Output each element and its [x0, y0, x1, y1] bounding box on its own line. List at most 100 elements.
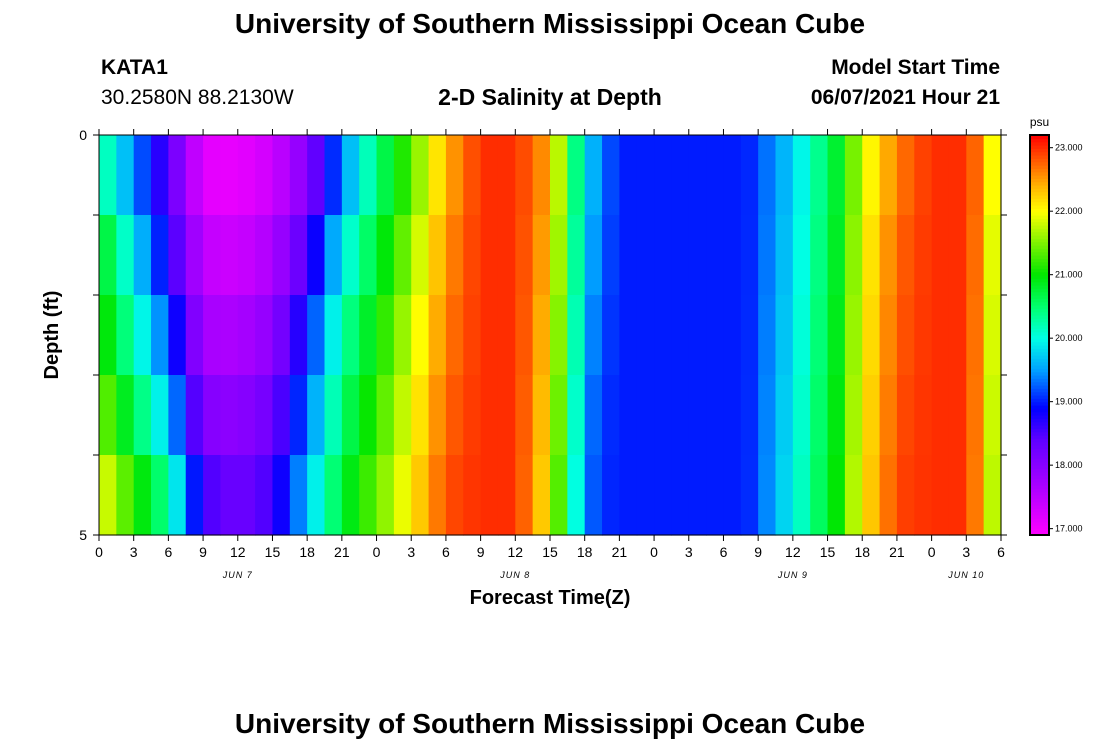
- heatmap-cell: [255, 455, 274, 536]
- heatmap-cell: [792, 215, 811, 296]
- heatmap-cell: [844, 215, 863, 296]
- colorbar-segment: [1030, 278, 1049, 283]
- heatmap-cell: [948, 295, 967, 376]
- heatmap-cell: [827, 215, 846, 296]
- x-tick-label: 0: [95, 544, 103, 560]
- heatmap-cell: [151, 455, 169, 536]
- colorbar-segment: [1030, 491, 1049, 496]
- x-tick-label: 6: [442, 544, 450, 560]
- heatmap-cell: [532, 135, 551, 216]
- colorbar-segment: [1030, 245, 1049, 249]
- heatmap-cell: [896, 215, 915, 296]
- colorbar-segment: [1030, 508, 1049, 513]
- colorbar-segment: [1030, 368, 1049, 373]
- colorbar-segment: [1030, 241, 1049, 246]
- colorbar-segment: [1030, 148, 1049, 153]
- x-tick-label: 15: [820, 544, 836, 560]
- x-tick-label: 9: [477, 544, 485, 560]
- heatmap-cell: [99, 135, 117, 216]
- heatmap-cell: [515, 135, 534, 216]
- heatmap-cell: [706, 455, 725, 536]
- colorbar-segment: [1030, 455, 1049, 459]
- colorbar-segment: [1030, 351, 1049, 356]
- colorbar-segment: [1030, 358, 1049, 363]
- heatmap-cell: [185, 455, 204, 536]
- colorbar-segment: [1030, 261, 1049, 266]
- model-start-value: 06/07/2021 Hour 21: [810, 86, 1000, 109]
- colorbar-segment: [1030, 505, 1049, 509]
- colorbar-segment: [1030, 231, 1049, 236]
- colorbar-segment: [1030, 465, 1049, 469]
- colorbar-tick-label: 17.000: [1055, 524, 1083, 534]
- heatmap-cell: [497, 375, 516, 456]
- heatmap-cell: [688, 135, 707, 216]
- x-tick-label: 0: [928, 544, 936, 560]
- heatmap-cell: [931, 295, 950, 376]
- heatmap-cell: [237, 135, 256, 216]
- heatmap-cell: [515, 295, 534, 376]
- heatmap-cell: [775, 295, 794, 376]
- heatmap-cell: [723, 135, 742, 216]
- colorbar-segment: [1030, 501, 1049, 506]
- x-tick-label: 12: [230, 544, 246, 560]
- colorbar-segment: [1030, 228, 1049, 233]
- heatmap-cell: [584, 295, 603, 376]
- heatmap-cell: [740, 135, 759, 216]
- heatmap-cell: [480, 295, 499, 376]
- colorbar-segment: [1030, 188, 1049, 193]
- heatmap-cell: [584, 215, 603, 296]
- heatmap-cell: [567, 455, 586, 536]
- heatmap-cell: [948, 215, 967, 296]
- heatmap-cell: [116, 135, 135, 216]
- model-start-label: Model Start Time: [831, 56, 1000, 79]
- colorbar-segment: [1030, 518, 1049, 523]
- heatmap-cell: [307, 375, 326, 456]
- heatmap-cell: [983, 215, 1002, 296]
- heatmap-cell: [844, 295, 863, 376]
- heatmap-cell: [428, 135, 447, 216]
- colorbar-segment: [1030, 458, 1049, 463]
- colorbar-segment: [1030, 421, 1049, 426]
- heatmap-cell: [532, 375, 551, 456]
- colorbar-segment: [1030, 265, 1049, 269]
- heatmap-cell: [740, 455, 759, 536]
- heatmap-cell: [289, 375, 308, 456]
- heatmap-cell: [792, 455, 811, 536]
- heatmap-cell: [497, 215, 516, 296]
- heatmap-cell: [827, 375, 846, 456]
- colorbar-segment: [1030, 395, 1049, 399]
- heatmap-cell: [983, 135, 1002, 216]
- y-axis-label: Depth (ft): [41, 291, 63, 380]
- colorbar-segment: [1030, 521, 1049, 526]
- colorbar-segment: [1030, 141, 1049, 146]
- heatmap-cell: [220, 375, 239, 456]
- heatmap-cell: [706, 295, 725, 376]
- heatmap-cell: [636, 295, 655, 376]
- x-date-label: JUN 8: [499, 570, 530, 580]
- heatmap-cell: [550, 215, 568, 296]
- heatmap-cell: [654, 375, 673, 456]
- heatmap-cell: [428, 295, 447, 376]
- colorbar-segment: [1030, 211, 1049, 216]
- heatmap-cell: [324, 455, 343, 536]
- colorbar-segment: [1030, 151, 1049, 156]
- heatmap-cell: [272, 455, 291, 536]
- heatmap-cell: [619, 455, 638, 536]
- colorbar-segment: [1030, 495, 1049, 499]
- colorbar-segment: [1030, 381, 1049, 386]
- colorbar-segment: [1030, 471, 1049, 476]
- colorbar-segment: [1030, 175, 1049, 179]
- heatmap-cell: [480, 215, 499, 296]
- heatmap-cell: [133, 215, 152, 296]
- heatmap-cell: [654, 135, 673, 216]
- colorbar-segment: [1030, 225, 1049, 229]
- colorbar-segment: [1030, 268, 1049, 273]
- x-tick-label: 18: [299, 544, 315, 560]
- heatmap-cell: [307, 455, 326, 536]
- colorbar-segment: [1030, 291, 1049, 296]
- colorbar-segment: [1030, 411, 1049, 416]
- y-tick-label: 0: [79, 127, 87, 143]
- heatmap-cell: [948, 455, 967, 536]
- heatmap-cell: [688, 455, 707, 536]
- heatmap-cell: [966, 375, 985, 456]
